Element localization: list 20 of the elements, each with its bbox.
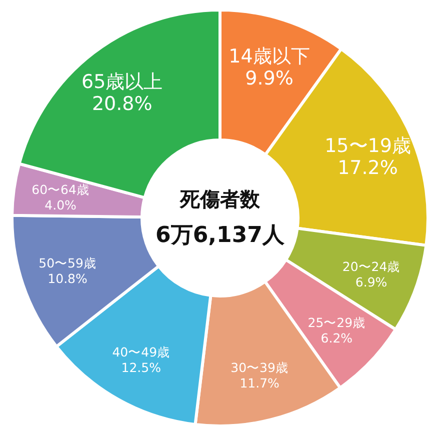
data-label: 12.5% bbox=[121, 360, 162, 375]
text: 6万6,137人 bbox=[156, 223, 286, 248]
slice-label: 50〜59歳 bbox=[38, 256, 96, 271]
data-label: 11.7% bbox=[240, 376, 280, 391]
data-label: 4.0% bbox=[44, 197, 77, 212]
data-label: 17.2% bbox=[338, 157, 398, 180]
data-label: 9.9% bbox=[245, 68, 294, 90]
slice-label: 40〜49歳 bbox=[112, 344, 170, 360]
data-label: 6.9% bbox=[355, 274, 388, 290]
text: 死傷者数 bbox=[179, 187, 261, 211]
slice-label: 15〜19歳 bbox=[324, 135, 411, 158]
slice-label: 20〜24歳 bbox=[342, 259, 400, 274]
slice-label: 60〜64歳 bbox=[32, 182, 90, 197]
slice-label: 25〜29歳 bbox=[308, 314, 366, 330]
data-label: 10.8% bbox=[48, 271, 88, 286]
data-label: 6.2% bbox=[320, 330, 353, 346]
slice-label: 14歳以下 bbox=[228, 46, 310, 68]
slice-label: 65歳以上 bbox=[82, 71, 163, 94]
slice-label: 30〜39歳 bbox=[230, 360, 288, 376]
data-label: 20.8% bbox=[92, 93, 152, 116]
